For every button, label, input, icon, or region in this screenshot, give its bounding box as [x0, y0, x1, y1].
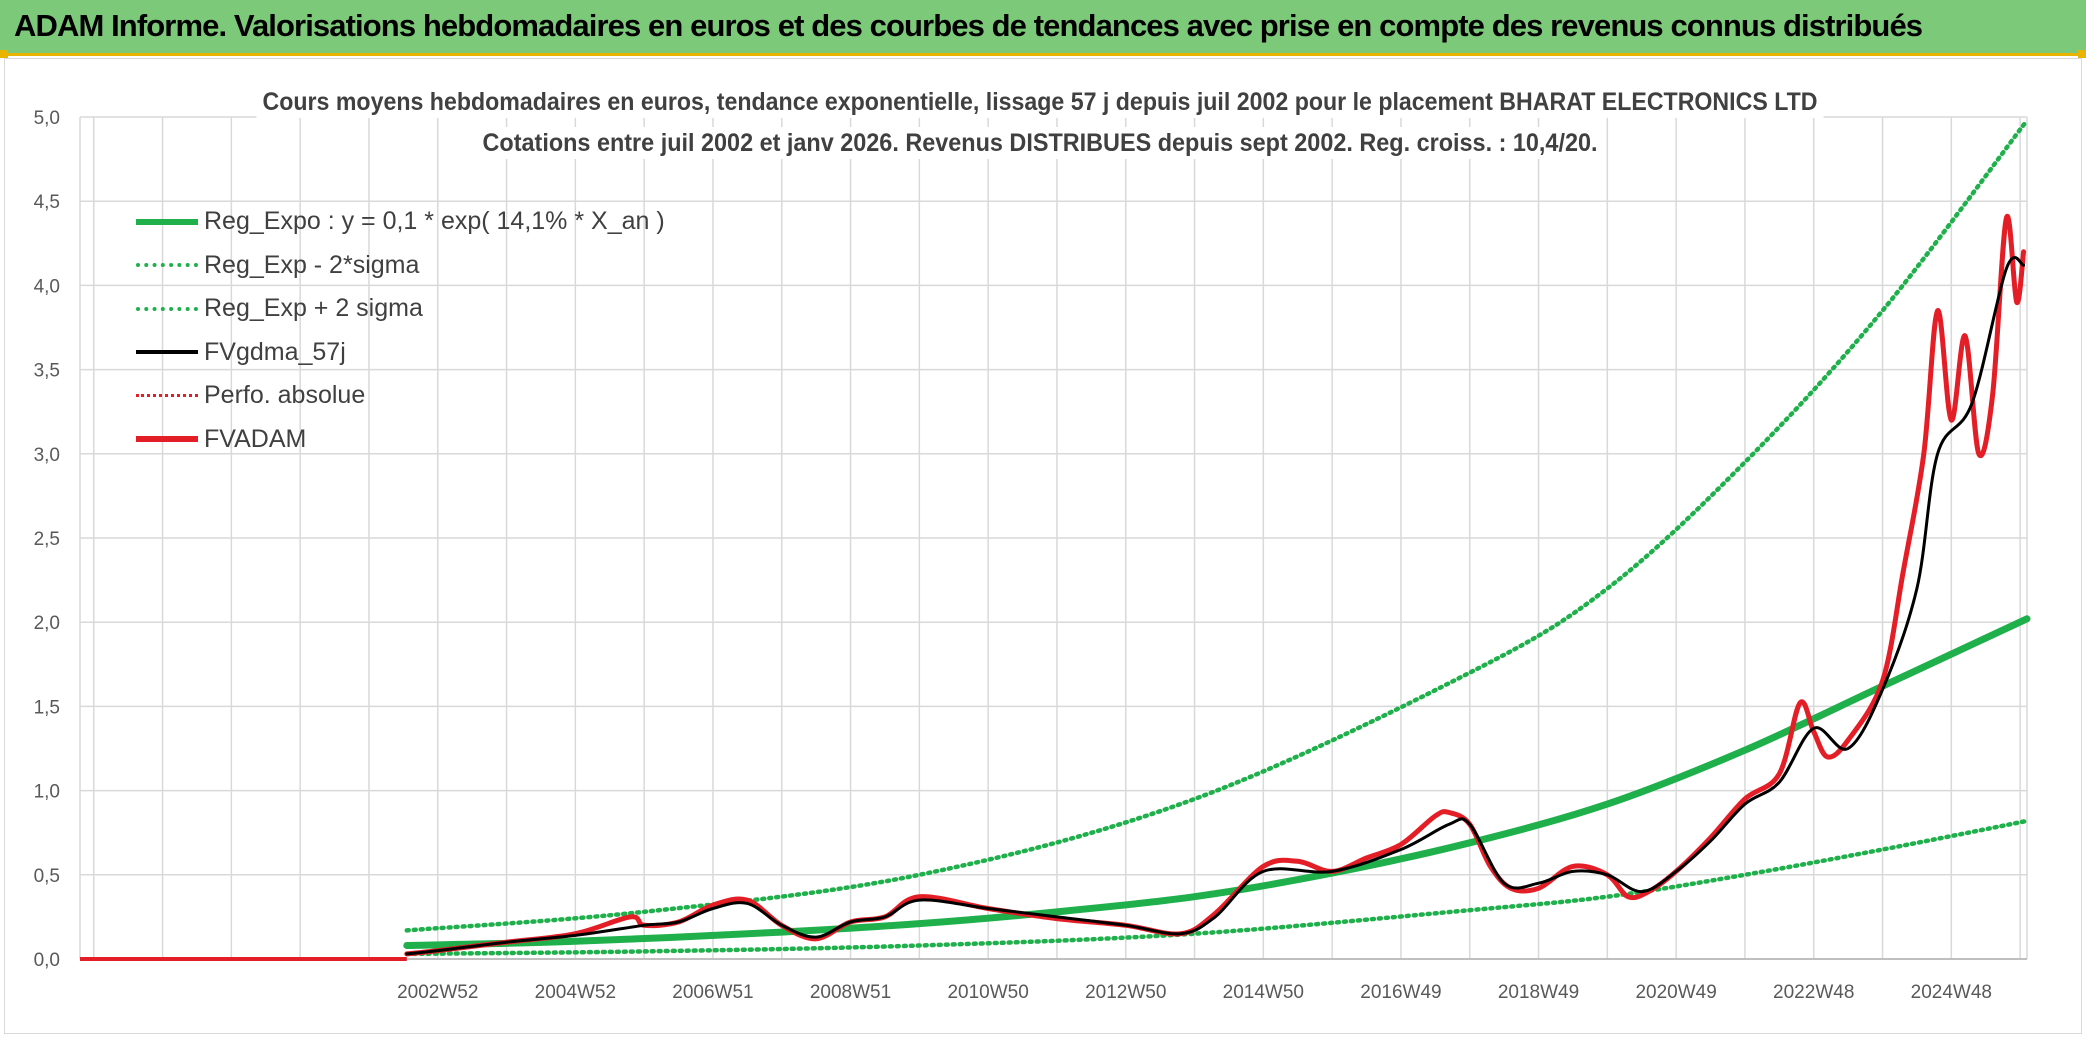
chart-title-line2: Cotations entre juil 2002 et janv 2026. … — [483, 129, 1598, 157]
y-tick-label: 1,5 — [34, 697, 60, 718]
legend-swatch-fvgdma — [136, 350, 198, 355]
legend-swatch-reg-expo — [136, 218, 198, 225]
legend-swatch-reg-exp-minus — [136, 263, 198, 268]
corner-accent-left — [0, 50, 8, 58]
legend-item-fvadam: FVADAM — [136, 418, 665, 462]
x-tick-label: 2012W50 — [1085, 982, 1166, 1003]
y-tick-label: 0,0 — [34, 950, 60, 971]
x-tick-label: 2014W50 — [1223, 982, 1304, 1003]
x-tick-label: 2010W50 — [947, 982, 1028, 1003]
legend-swatch-reg-exp-plus — [136, 306, 198, 311]
x-tick-label: 2006W51 — [672, 982, 753, 1003]
legend-label-reg-expo: Reg_Expo : y = 0,1 * exp( 14,1% * X_an ) — [204, 207, 665, 236]
y-tick-label: 4,5 — [34, 192, 60, 213]
x-tick-label: 2024W48 — [1911, 982, 1992, 1003]
legend-label-fvgdma: FVgdma_57j — [204, 337, 346, 366]
y-tick-label: 3,5 — [34, 361, 60, 382]
x-tick-label: 2022W48 — [1773, 982, 1854, 1003]
x-tick-label: 2018W49 — [1498, 982, 1579, 1003]
y-tick-label: 0,5 — [34, 866, 60, 887]
chart-title-backing — [256, 86, 1824, 118]
corner-accent-right — [2078, 50, 2086, 58]
x-tick-label: 2020W49 — [1635, 982, 1716, 1003]
chart-title-line1: Cours moyens hebdomadaires en euros, ten… — [263, 88, 1818, 116]
chart-title-backing — [476, 127, 1604, 159]
series-layer — [80, 118, 2031, 961]
x-tick-label: 2004W52 — [535, 982, 616, 1003]
grid-layer — [79, 116, 2028, 960]
legend-item-reg-exp-plus: Reg_Exp + 2 sigma — [136, 287, 665, 331]
reg-expo-line — [403, 615, 2031, 949]
legend-label-reg-exp-plus: Reg_Exp + 2 sigma — [204, 294, 423, 323]
legend-item-reg-expo: Reg_Expo : y = 0,1 * exp( 14,1% * X_an ) — [136, 200, 665, 244]
y-tick-label: 2,0 — [34, 613, 60, 634]
y-tick-label: 4,0 — [34, 276, 60, 297]
chart-legend: Reg_Expo : y = 0,1 * exp( 14,1% * X_an )… — [136, 200, 665, 461]
legend-item-perfo: Perfo. absolue — [136, 374, 665, 418]
y-tick-label: 5,0 — [34, 108, 60, 129]
chart-frame — [4, 58, 2082, 1034]
chart-title-layer: Cours moyens hebdomadaires en euros, ten… — [256, 86, 1824, 159]
legend-label-perfo: Perfo. absolue — [204, 381, 366, 410]
legend-swatch-perfo — [136, 394, 198, 398]
x-tick-label: 2008W51 — [810, 982, 891, 1003]
y-tick-label: 1,0 — [34, 782, 60, 803]
report-title: ADAM Informe. Valorisations hebdomadaire… — [14, 8, 1923, 43]
legend-label-fvadam: FVADAM — [204, 424, 307, 453]
x-tick-label: 2016W49 — [1360, 982, 1441, 1003]
x-tick-label: 2002W52 — [397, 982, 478, 1003]
reg-exp-sigma-line — [404, 818, 2030, 957]
legend-swatch-fvadam — [136, 436, 198, 443]
y-tick-label: 3,0 — [34, 445, 60, 466]
report-banner: ADAM Informe. Valorisations hebdomadaire… — [0, 0, 2086, 56]
legend-item-fvgdma: FVgdma_57j — [136, 331, 665, 375]
fvgdma-line — [405, 256, 2026, 956]
y-tick-label: 2,5 — [34, 529, 60, 550]
legend-item-reg-exp-minus: Reg_Exp - 2*sigma — [136, 244, 665, 288]
legend-label-reg-exp-minus: Reg_Exp - 2*sigma — [204, 250, 420, 279]
